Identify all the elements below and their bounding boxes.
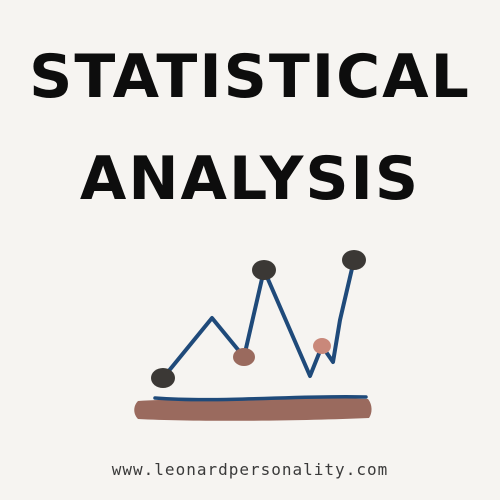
chart-dot-low bbox=[233, 348, 255, 366]
chart-dot-end bbox=[342, 250, 366, 270]
chart-dot-mid bbox=[313, 338, 331, 354]
title-line-1: STATISTICAL bbox=[29, 42, 471, 112]
chart-base-stroke bbox=[134, 397, 372, 421]
chart-dot-peak bbox=[252, 260, 276, 280]
chart-line bbox=[161, 258, 356, 380]
chart-dot-start bbox=[151, 368, 175, 388]
chart-baseline bbox=[153, 394, 368, 402]
title-line-2: ANALYSIS bbox=[79, 144, 421, 214]
website-url: www.leonardpersonality.com bbox=[111, 460, 389, 479]
